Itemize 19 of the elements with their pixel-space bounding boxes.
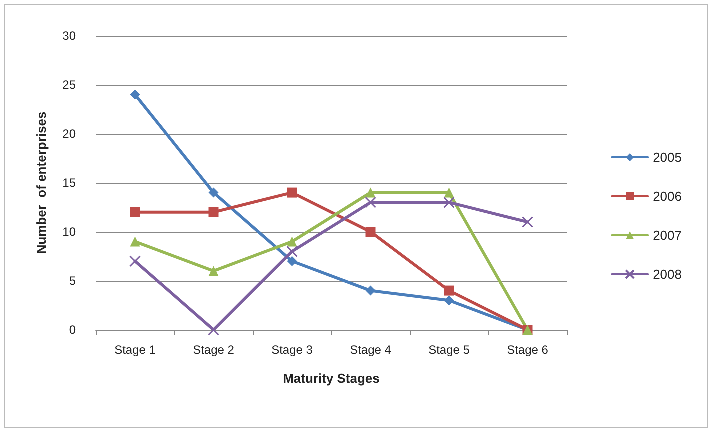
x-tick-label: Stage 1: [114, 343, 156, 357]
y-tick-label: 30: [62, 29, 76, 43]
legend-label: 2006: [653, 189, 682, 204]
legend-label: 2008: [653, 267, 682, 282]
x-tick-label: Stage 5: [428, 343, 470, 357]
x-axis-title: Maturity Stages: [283, 371, 380, 386]
legend-label: 2005: [653, 150, 682, 165]
x-tick-label: Stage 3: [272, 343, 314, 357]
x-tick-label: Stage 6: [507, 343, 549, 357]
y-tick-label: 25: [62, 78, 76, 92]
x-tick-label: Stage 4: [350, 343, 392, 357]
x-tick-label: Stage 2: [193, 343, 235, 357]
y-tick-label: 5: [69, 274, 76, 288]
y-tick-label: 0: [69, 323, 76, 337]
y-axis-title: Number of enterprises: [34, 112, 49, 254]
y-tick-label: 15: [62, 176, 76, 190]
legend-label: 2007: [653, 228, 682, 243]
y-tick-label: 10: [62, 225, 76, 239]
y-tick-label: 20: [62, 127, 76, 141]
